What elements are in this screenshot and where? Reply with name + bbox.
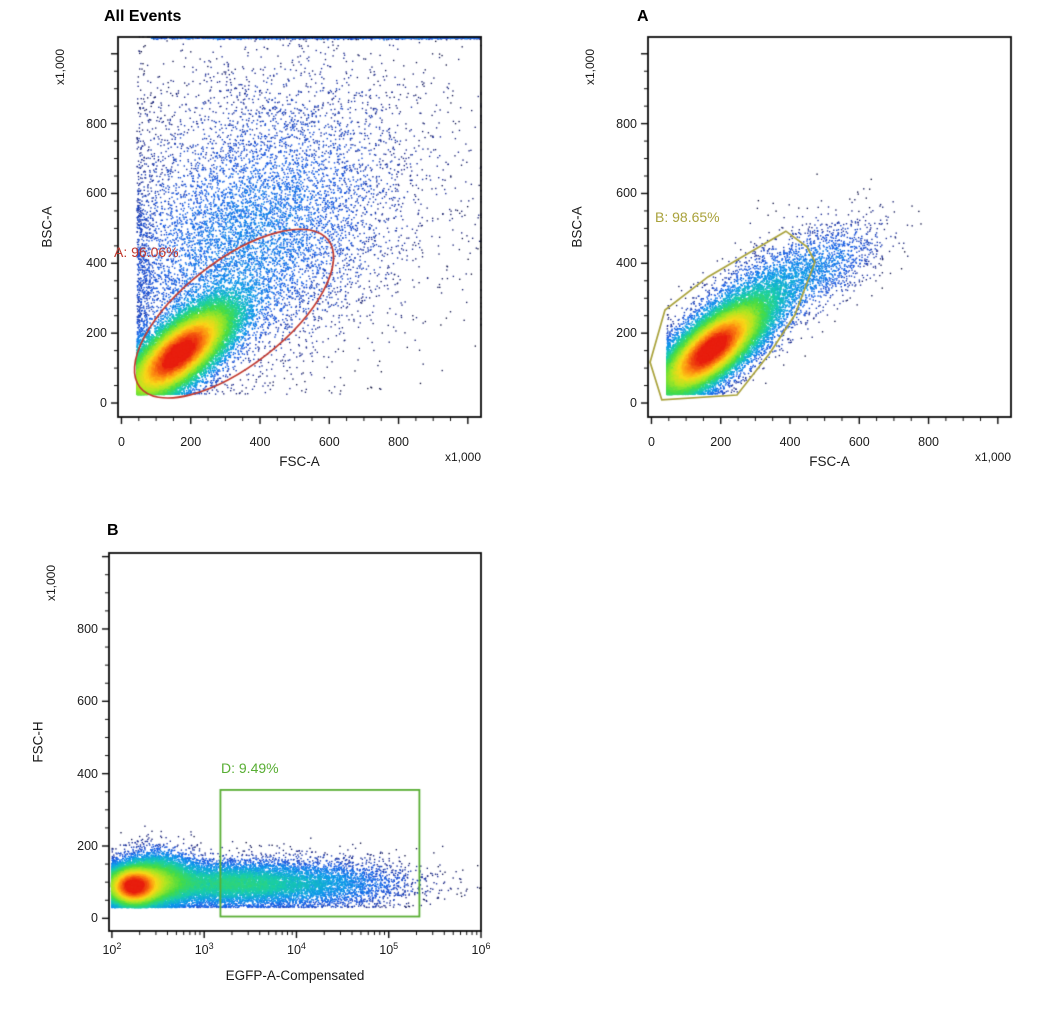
gate-label-a: A: 96.06% [114, 244, 179, 260]
y-tick-label: 600 [86, 186, 107, 201]
plot-title-a: A [637, 8, 649, 25]
y-tick-label: 800 [616, 116, 637, 131]
y-axis-label-bsc-a: BSC-A [39, 206, 55, 248]
x-tick-label: 106 [471, 940, 491, 957]
x-tick-label: 400 [249, 435, 271, 449]
y-tick-label: 600 [616, 186, 637, 201]
x-tick-label: 103 [194, 940, 214, 957]
x-tick-label: 600 [318, 435, 340, 449]
y-tick-label: 400 [77, 766, 98, 781]
x-axis-multiplier: x1,000 [974, 450, 1011, 464]
x-tick-label: 105 [379, 940, 399, 957]
y-tick-label: 400 [86, 256, 107, 271]
x-tick-label: 400 [779, 435, 801, 449]
x-tick-label: 800 [918, 435, 939, 449]
y-tick-label: 0 [630, 396, 637, 411]
y-tick-label: 200 [616, 326, 637, 341]
y-axis-label-fsc-h: FSC-H [30, 721, 46, 763]
y-tick-label: 0 [100, 396, 107, 411]
x-tick-label: 102 [102, 940, 122, 957]
plot-title-b: B [107, 522, 119, 539]
y-tick-label: 400 [616, 256, 637, 271]
y-tick-label: 800 [86, 116, 107, 131]
y-axis-multiplier: x1,000 [44, 564, 58, 602]
x-tick-label: 200 [710, 435, 732, 449]
y-tick-label: 600 [77, 694, 98, 709]
x-axis-label-fsc-a: FSC-A [809, 454, 850, 469]
x-tick-label: 104 [286, 940, 306, 957]
x-tick-label: 0 [647, 435, 655, 449]
y-axis-multiplier: x1,000 [53, 48, 67, 86]
x-tick-label: 800 [388, 435, 409, 449]
y-tick-label: 200 [86, 326, 107, 341]
y-axis-label-bsc-a: BSC-A [569, 206, 585, 248]
gate-label-d: D: 9.49% [221, 760, 279, 776]
y-tick-label: 800 [77, 621, 98, 636]
x-axis-label-fsc-a: FSC-A [279, 454, 320, 469]
plot-title-all-events: All Events [104, 8, 182, 25]
x-tick-label: 600 [848, 435, 870, 449]
x-tick-label: 200 [180, 435, 202, 449]
x-axis-multiplier: x1,000 [444, 450, 481, 464]
gate-label-b: B: 98.65% [655, 209, 720, 225]
x-axis-label-egfp-a-compensated: EGFP-A-Compensated [225, 968, 365, 983]
y-tick-label: 0 [91, 911, 98, 926]
x-tick-label: 0 [117, 435, 125, 449]
y-tick-label: 200 [77, 838, 98, 853]
y-axis-multiplier: x1,000 [583, 48, 597, 86]
